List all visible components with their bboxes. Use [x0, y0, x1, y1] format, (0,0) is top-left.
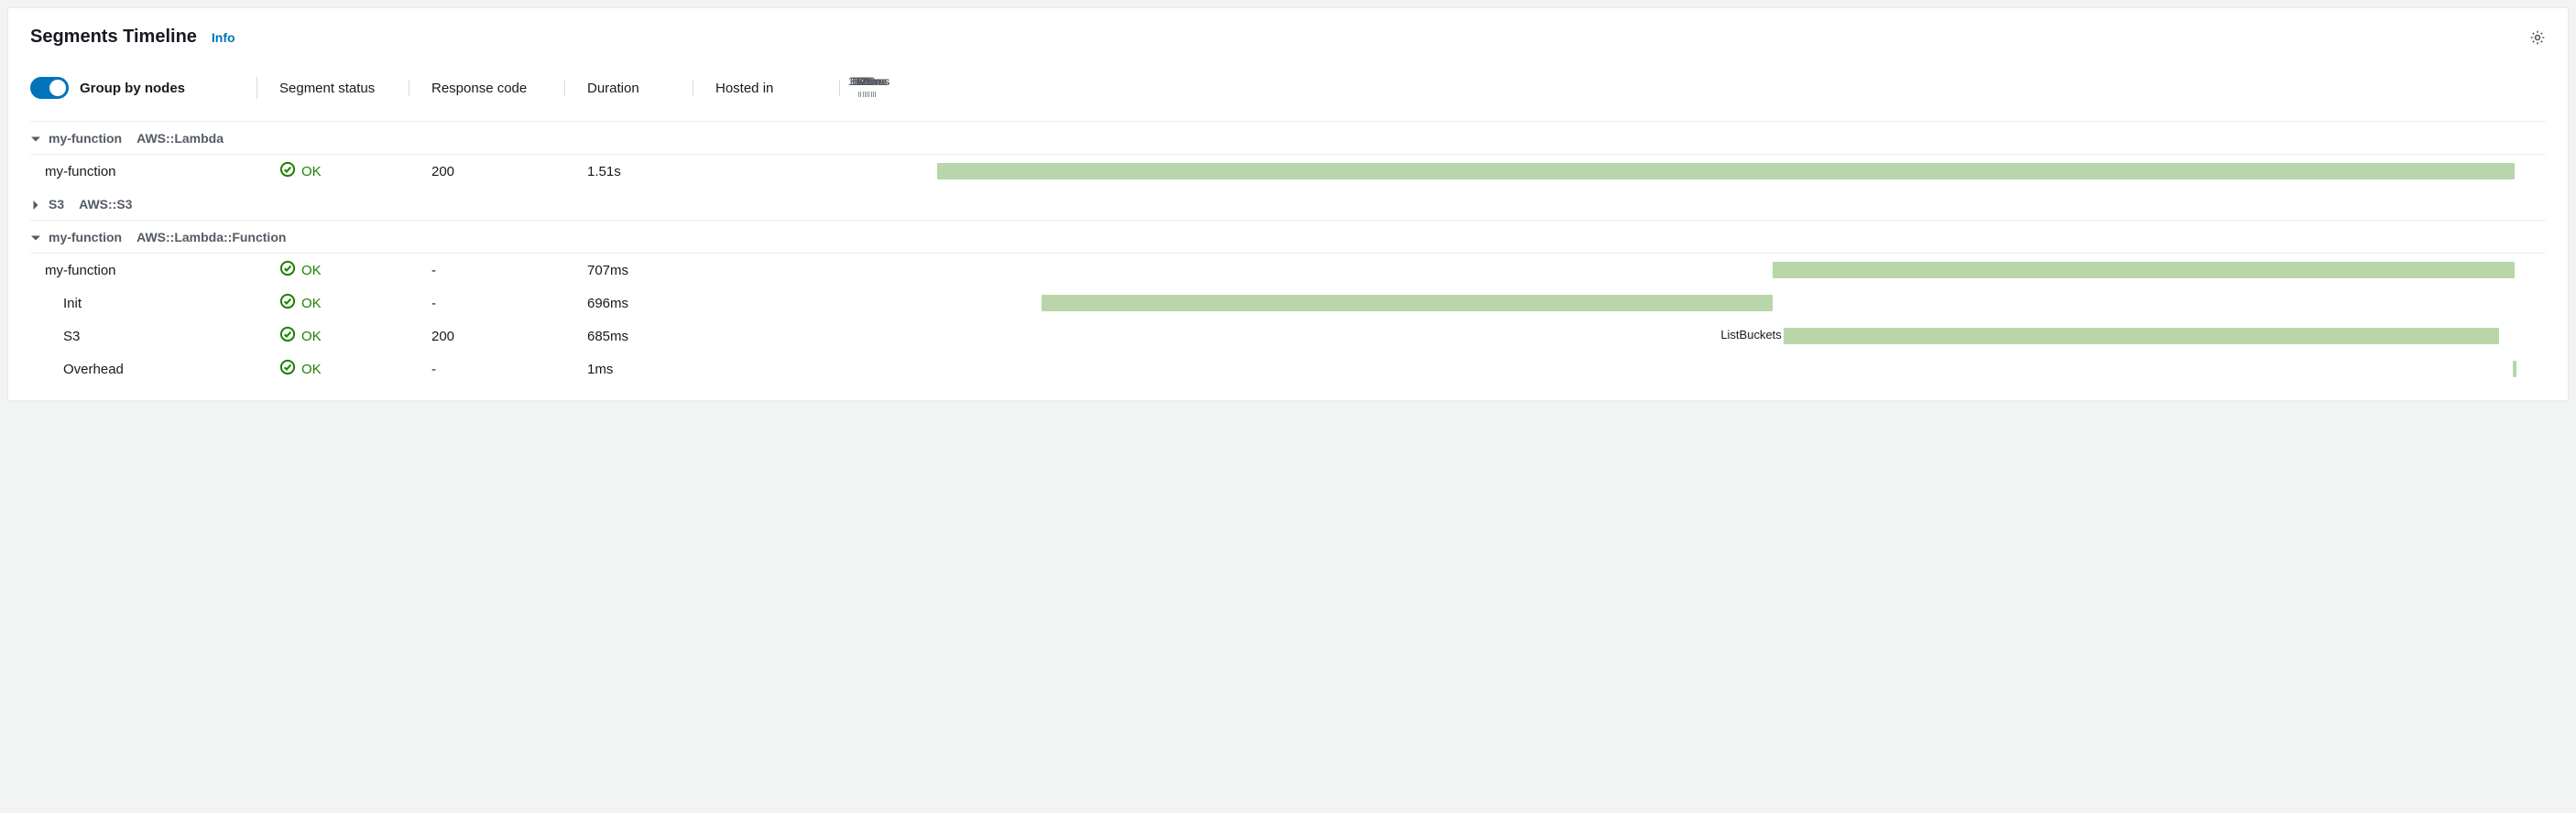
- segment-status: OK: [257, 161, 409, 181]
- segment-response: 200: [409, 329, 565, 344]
- col-header-response-label: Response code: [431, 81, 527, 96]
- col-header-hosted: Hosted in: [693, 81, 840, 96]
- col-header-duration: Duration: [565, 81, 693, 96]
- segment-name: Overhead: [30, 362, 257, 377]
- segment-bar-cell: [840, 161, 2546, 181]
- col-header-timeline: 0.0ms200ms400ms600ms800ms1.0s1.2s1.4s1.6…: [840, 79, 2546, 97]
- segment-duration: 1.51s: [565, 164, 693, 179]
- bar-label: ListBuckets: [1720, 328, 1783, 341]
- panel-title: Segments Timeline: [30, 27, 197, 48]
- segment-bar-cell: [840, 260, 2546, 280]
- col-header-status: Segment status: [257, 81, 409, 96]
- group-name: S3: [49, 197, 64, 211]
- status-text: OK: [301, 329, 322, 344]
- segment-row[interactable]: Init OK -696ms: [30, 287, 2546, 320]
- segment-bar: [1042, 295, 1773, 311]
- ruler-tick: [860, 92, 861, 97]
- ruler-tick: [858, 92, 859, 97]
- ruler-tick: [873, 92, 874, 97]
- segment-name: Init: [30, 296, 257, 311]
- group-row[interactable]: S3 AWS::S3: [30, 188, 2546, 221]
- segment-row[interactable]: my-function OK 2001.51s: [30, 155, 2546, 188]
- segment-status: OK: [257, 359, 409, 379]
- ruler-tick-label: 1.6s: [848, 75, 869, 88]
- status-text: OK: [301, 296, 322, 311]
- chevron-right-icon: [30, 199, 41, 210]
- segment-name: my-function: [30, 263, 257, 278]
- ruler-tick: [863, 92, 864, 97]
- segment-bar: [937, 163, 2514, 179]
- group-origin: AWS::S3: [79, 197, 132, 211]
- ruler-tick: [865, 92, 866, 97]
- segment-bar-cell: [840, 293, 2546, 313]
- segment-bar: [1773, 262, 2514, 278]
- segment-bar-cell: [840, 359, 2546, 379]
- segment-row[interactable]: my-function OK -707ms: [30, 254, 2546, 287]
- segments-timeline-panel: Segments Timeline Info Group by nodes Se…: [7, 7, 2569, 401]
- ruler-tick: [867, 92, 868, 97]
- segment-response: 200: [409, 164, 565, 179]
- columns-header-row: Group by nodes Segment status Response c…: [30, 70, 2546, 122]
- segment-bar: [2513, 361, 2517, 377]
- panel-header: Segments Timeline Info: [30, 27, 2546, 48]
- segment-status: OK: [257, 293, 409, 313]
- ruler-tick: [868, 92, 869, 97]
- segment-status: OK: [257, 260, 409, 280]
- status-text: OK: [301, 263, 322, 278]
- segment-row[interactable]: Overhead OK -1ms: [30, 352, 2546, 385]
- segment-row[interactable]: S3 OK 200685ms ListBuckets: [30, 320, 2546, 352]
- col-header-status-label: Segment status: [279, 81, 375, 96]
- segment-response: -: [409, 296, 565, 311]
- segment-bar-cell: ListBuckets: [840, 326, 2546, 346]
- ruler-tick: [875, 92, 876, 97]
- timeline-rows: my-functionAWS::Lambdamy-functionOK2001.…: [30, 122, 2546, 385]
- chevron-down-icon: [30, 133, 41, 144]
- segment-status: OK: [257, 326, 409, 346]
- segment-duration: 707ms: [565, 263, 693, 278]
- col-header-response: Response code: [409, 81, 565, 96]
- check-circle-icon: [279, 293, 296, 313]
- group-row[interactable]: my-function AWS::Lambda::Function: [30, 221, 2546, 254]
- check-circle-icon: [279, 161, 296, 181]
- group-by-toggle-cell: Group by nodes: [30, 77, 257, 99]
- segment-duration: 1ms: [565, 362, 693, 377]
- group-row[interactable]: my-function AWS::Lambda: [30, 122, 2546, 155]
- panel-header-left: Segments Timeline Info: [30, 27, 235, 48]
- col-header-hosted-label: Hosted in: [715, 81, 773, 96]
- info-link[interactable]: Info: [212, 30, 235, 45]
- group-by-nodes-toggle[interactable]: [30, 77, 69, 99]
- segment-name: my-function: [30, 164, 257, 179]
- segment-name: S3: [30, 329, 257, 344]
- group-by-nodes-label: Group by nodes: [80, 81, 185, 96]
- chevron-down-icon: [30, 232, 41, 243]
- segment-duration: 685ms: [565, 329, 693, 344]
- check-circle-icon: [279, 359, 296, 379]
- col-header-duration-label: Duration: [587, 81, 639, 96]
- segment-response: -: [409, 362, 565, 377]
- segment-duration: 696ms: [565, 296, 693, 311]
- check-circle-icon: [279, 260, 296, 280]
- segment-response: -: [409, 263, 565, 278]
- check-circle-icon: [279, 326, 296, 346]
- status-text: OK: [301, 164, 322, 179]
- status-text: OK: [301, 362, 322, 377]
- gear-icon[interactable]: [2529, 29, 2546, 46]
- ruler-tick: [871, 92, 872, 97]
- segment-bar: [1784, 328, 2499, 344]
- group-name: my-function: [49, 230, 122, 244]
- group-name: my-function: [49, 131, 122, 146]
- group-origin: AWS::Lambda::Function: [136, 230, 286, 244]
- group-origin: AWS::Lambda: [136, 131, 224, 146]
